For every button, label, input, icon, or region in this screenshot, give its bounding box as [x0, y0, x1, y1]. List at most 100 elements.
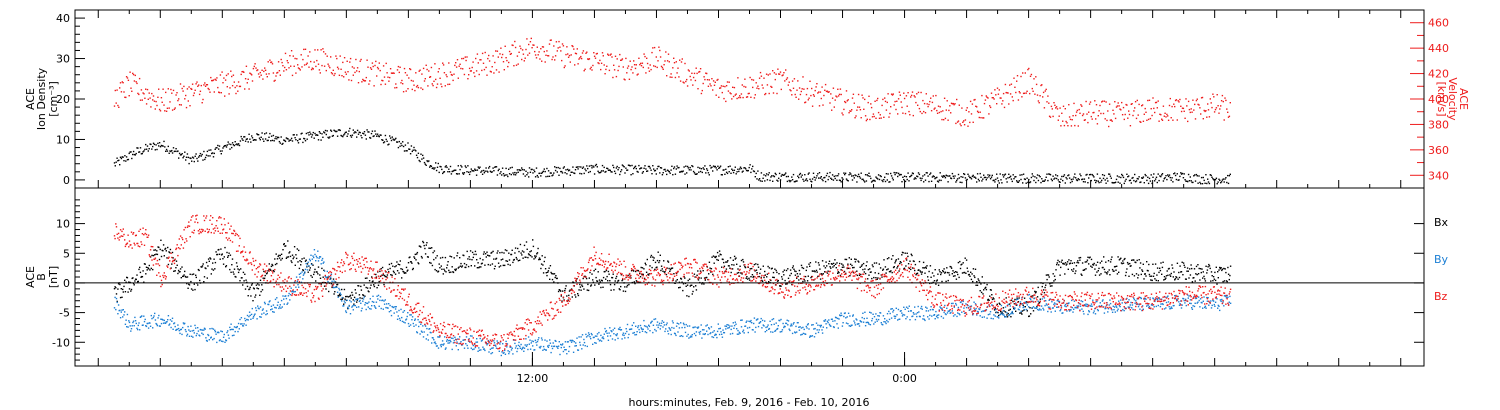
ion-density-point [1186, 180, 1188, 182]
ion-density-point [581, 167, 584, 169]
bx-point [830, 267, 832, 269]
bx-point [658, 260, 661, 262]
bx-point [1064, 273, 1066, 275]
bx-point [1188, 277, 1190, 279]
velocity-point [964, 119, 967, 121]
by-point [190, 335, 193, 337]
ion-density-point [490, 171, 492, 173]
bx-point [961, 263, 963, 265]
by-point [294, 290, 296, 293]
bx-point [361, 297, 363, 300]
velocity-point [596, 52, 598, 55]
bx-point [821, 260, 824, 262]
by-point [152, 316, 155, 319]
by-point [409, 314, 411, 316]
bx-point [508, 259, 511, 261]
velocity-point [920, 91, 922, 94]
ion-density-point [587, 167, 589, 170]
bx-point [873, 276, 875, 279]
bx-point [246, 281, 248, 284]
bx-point [186, 282, 188, 285]
bx-point [536, 252, 539, 254]
velocity-point [431, 83, 433, 85]
by-point [457, 349, 459, 351]
velocity-point [540, 48, 542, 50]
bx-point [431, 247, 433, 249]
ion-density-point [1017, 181, 1020, 183]
ion-density-point [884, 176, 886, 178]
ion-density-point [934, 177, 936, 180]
velocity-point [639, 63, 641, 66]
velocity-point [666, 60, 669, 62]
bx-point [421, 257, 423, 259]
bx-point [861, 264, 863, 266]
ion-density-point [176, 150, 178, 153]
velocity-point [338, 74, 341, 76]
velocity-point [985, 95, 987, 97]
velocity-point [207, 87, 209, 90]
bx-point [280, 259, 282, 261]
velocity-point [541, 60, 543, 62]
velocity-point [1018, 91, 1020, 93]
velocity-point [498, 71, 500, 73]
ion-density-point [671, 165, 673, 167]
bx-point [392, 270, 395, 272]
ion-density-point [1158, 179, 1160, 182]
bx-point [1153, 272, 1155, 275]
bx-point [542, 264, 544, 266]
bx-point [952, 275, 955, 277]
bx-point [1088, 257, 1091, 259]
velocity-point [399, 66, 401, 68]
ion-density-point [1113, 182, 1115, 184]
by-point [138, 322, 140, 324]
by-point [232, 328, 234, 331]
velocity-point [126, 77, 129, 79]
velocity-point [144, 97, 146, 99]
velocity-point [537, 54, 539, 56]
by-point [526, 344, 528, 346]
velocity-point [1172, 119, 1174, 121]
velocity-point [983, 102, 986, 105]
velocity-point [698, 71, 700, 73]
ion-density-point [207, 155, 209, 157]
by-point [331, 280, 333, 282]
bx-point [1169, 275, 1172, 277]
bx-point [1102, 266, 1104, 269]
ion-density-point [473, 170, 475, 172]
bx-point [381, 274, 383, 276]
velocity-point [150, 106, 152, 108]
bx-point [526, 248, 528, 250]
velocity-point [987, 97, 989, 99]
ion-density-point [469, 171, 472, 173]
ion-density-point [422, 154, 424, 157]
velocity-point [353, 67, 355, 69]
by-point [390, 314, 393, 317]
ion-density-point [662, 172, 664, 174]
by-point [471, 348, 474, 351]
by-point [647, 328, 649, 330]
velocity-point [119, 87, 121, 89]
bx-point [943, 268, 945, 270]
ion-density-point [236, 143, 238, 145]
velocity-point [1091, 118, 1093, 120]
ion-density-point [229, 148, 231, 150]
bx-point [766, 273, 769, 275]
velocity-point [1212, 93, 1214, 95]
bx-point [794, 270, 796, 272]
velocity-point [458, 65, 460, 67]
bx-point [807, 275, 809, 277]
ion-density-point [505, 167, 507, 170]
velocity-point [1063, 124, 1066, 127]
velocity-point [586, 51, 588, 53]
ion-density-point [1021, 174, 1023, 176]
bx-point [850, 258, 852, 260]
ion-density-point [443, 171, 446, 173]
by-point [149, 325, 152, 327]
velocity-point [969, 121, 971, 124]
ion-density-point [1161, 174, 1163, 176]
ion-density-point [876, 177, 878, 179]
ion-density-point [745, 169, 748, 172]
bx-point [1203, 275, 1205, 278]
by-point [412, 322, 414, 325]
velocity-point [700, 92, 703, 95]
